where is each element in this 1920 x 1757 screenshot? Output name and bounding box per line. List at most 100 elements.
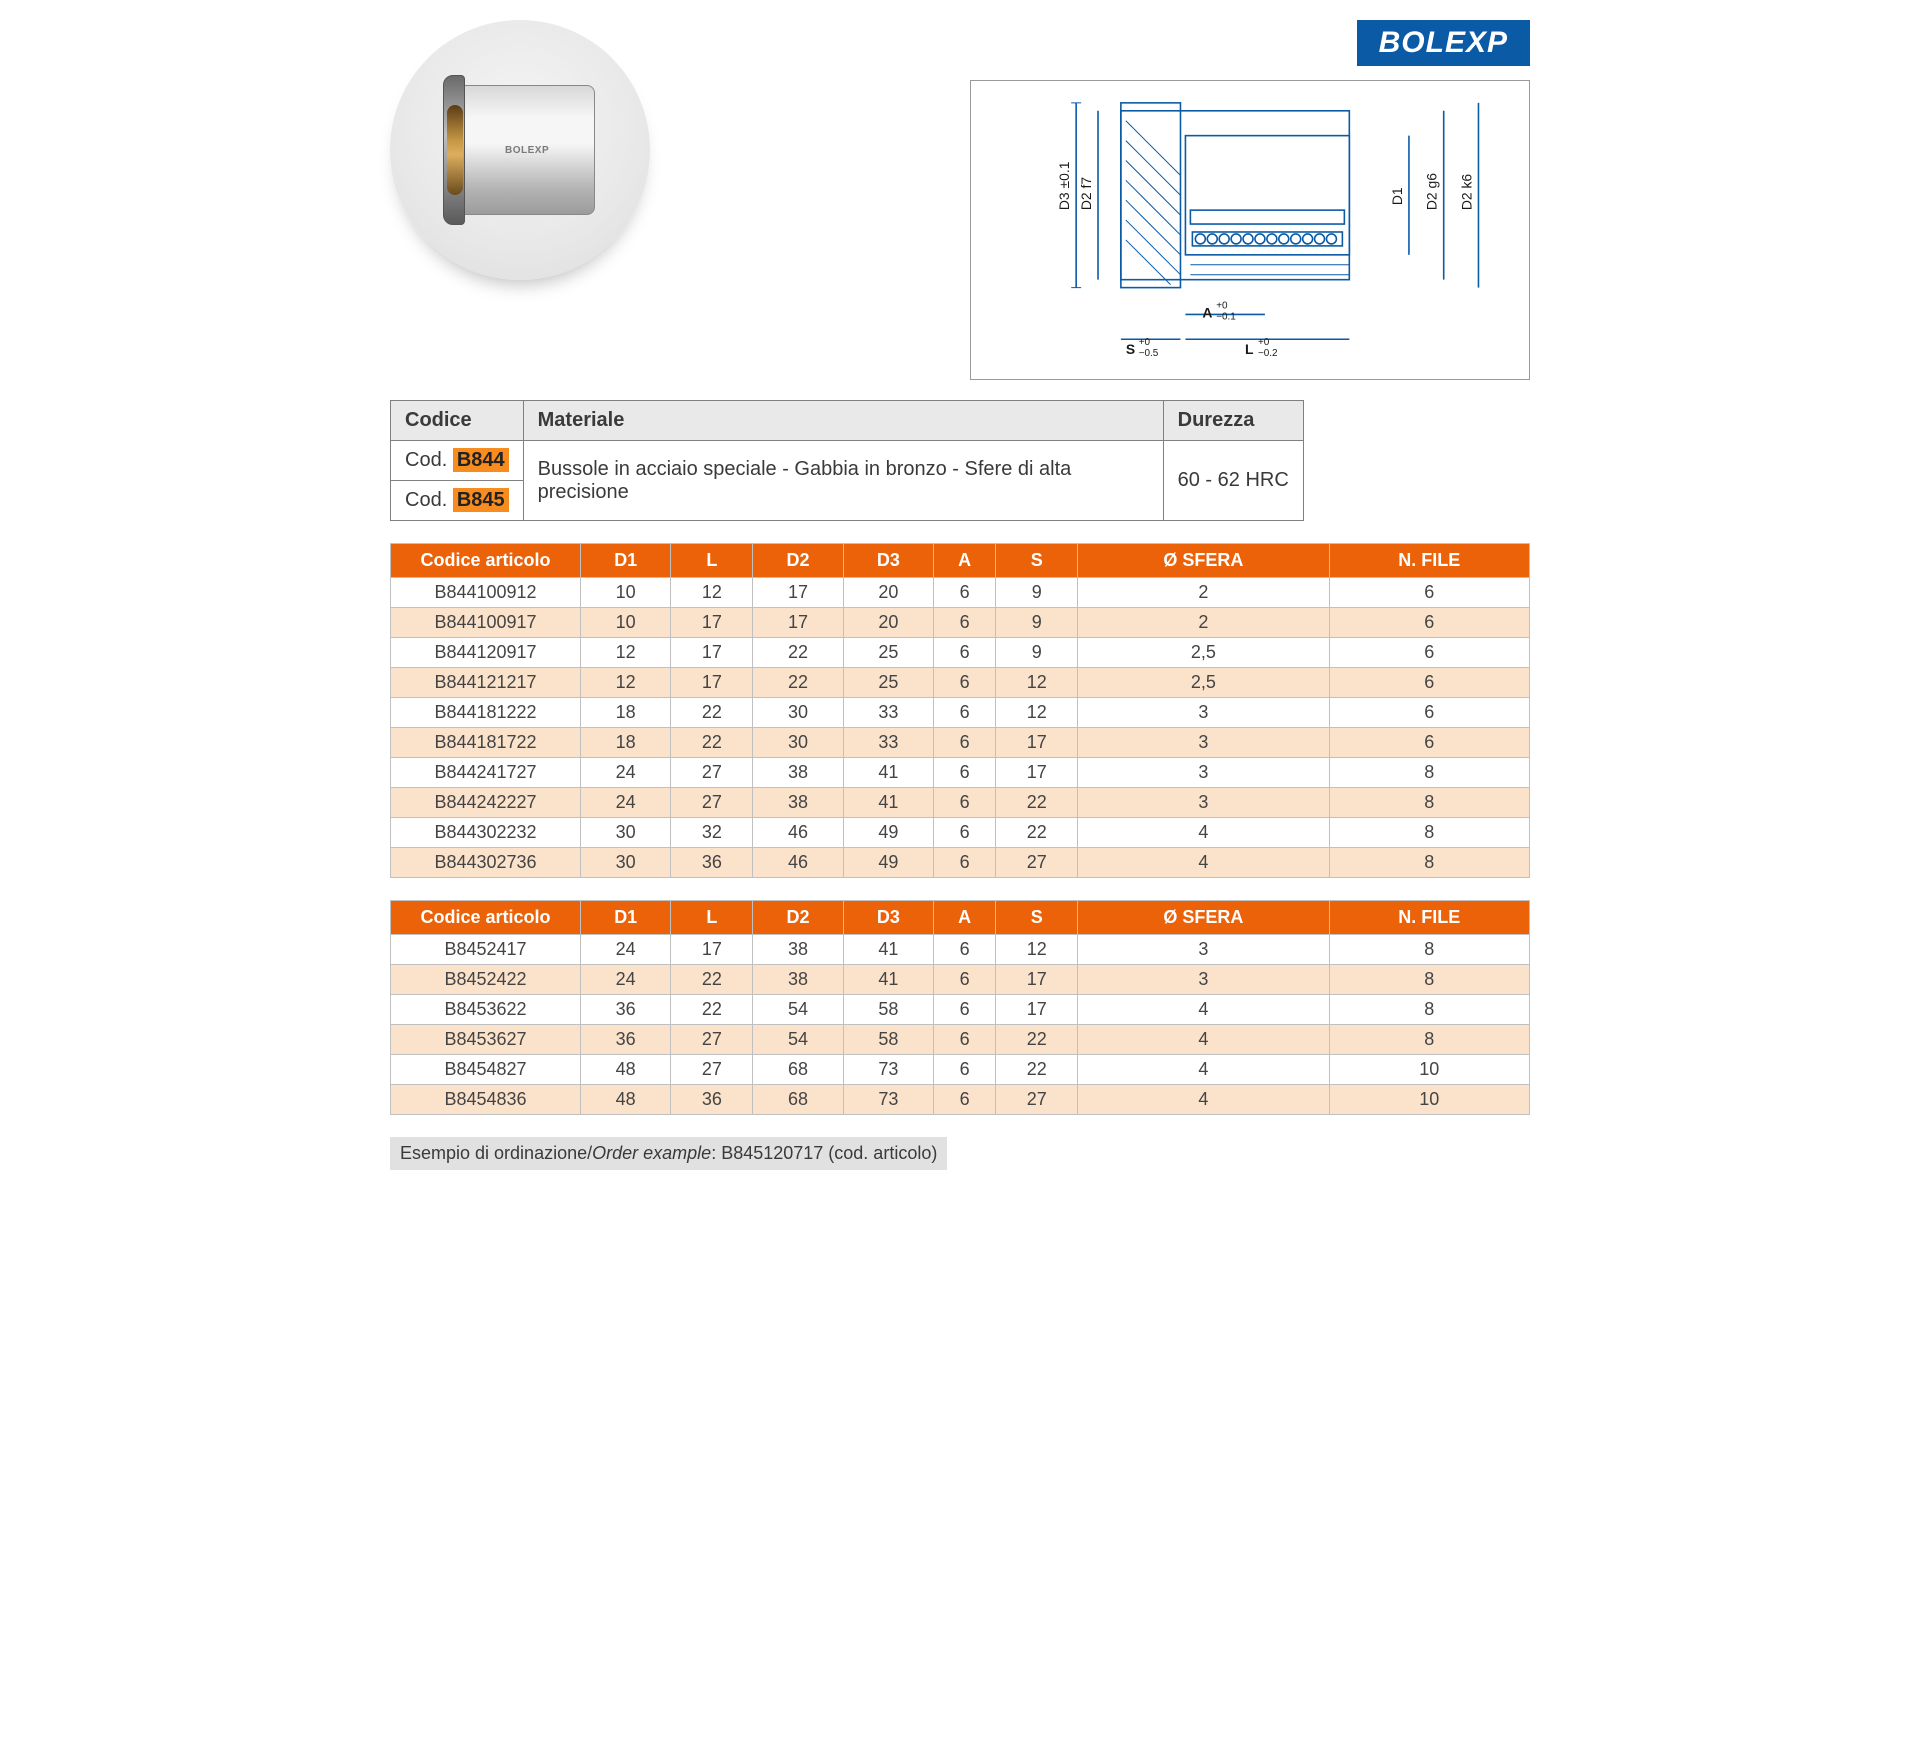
- table-cell: 2: [1078, 578, 1329, 608]
- table-cell: B844121217: [391, 668, 581, 698]
- table-cell: 30: [753, 698, 843, 728]
- table-cell: 3: [1078, 965, 1329, 995]
- dim-a-bot: −0.1: [1216, 311, 1236, 322]
- table-cell: 17: [753, 608, 843, 638]
- table-cell: 18: [581, 728, 671, 758]
- table-row: B84412091712172225692,56: [391, 638, 1530, 668]
- table-header-row: Codice articolo D1 L D2 D3 A S Ø SFERA N…: [391, 901, 1530, 935]
- table-cell: 22: [753, 668, 843, 698]
- table-cell: 17: [671, 638, 753, 668]
- table-cell: 17: [753, 578, 843, 608]
- table-cell: 6: [934, 728, 996, 758]
- table-cell: 3: [1078, 698, 1329, 728]
- th-d1: D1: [581, 544, 671, 578]
- table-cell: 73: [843, 1085, 933, 1115]
- table-cell: 22: [671, 965, 753, 995]
- table-cell: 12: [581, 638, 671, 668]
- right-column: BOLEXP: [670, 20, 1530, 380]
- table-cell: 2,5: [1078, 668, 1329, 698]
- table-cell: 8: [1329, 1025, 1530, 1055]
- table-cell: 6: [1329, 668, 1530, 698]
- table-cell: 6: [1329, 638, 1530, 668]
- product-bushing-illustration: BOLEXP: [435, 75, 605, 225]
- table-cell: 6: [934, 758, 996, 788]
- table-cell: 6: [1329, 728, 1530, 758]
- table-row: B8442422272427384162238: [391, 788, 1530, 818]
- data-table-b845: Codice articolo D1 L D2 D3 A S Ø SFERA N…: [390, 900, 1530, 1115]
- table-cell: 30: [581, 848, 671, 878]
- table-cell: 36: [671, 1085, 753, 1115]
- table-cell: 58: [843, 995, 933, 1025]
- th-sfera: Ø SFERA: [1078, 544, 1329, 578]
- table-cell: 68: [753, 1085, 843, 1115]
- product-circle: BOLEXP: [390, 20, 650, 280]
- dim-s-bot: −0.5: [1139, 348, 1159, 359]
- table-cell: 6: [1329, 608, 1530, 638]
- table-cell: 49: [843, 818, 933, 848]
- table-cell: 38: [753, 935, 843, 965]
- dim-a: A: [1202, 304, 1212, 320]
- th-sfera: Ø SFERA: [1078, 901, 1329, 935]
- table-cell: 20: [843, 608, 933, 638]
- table-row: B844100912101217206926: [391, 578, 1530, 608]
- table-cell: 27: [996, 1085, 1078, 1115]
- table-cell: B844241727: [391, 758, 581, 788]
- table-cell: B844302736: [391, 848, 581, 878]
- table-cell: 8: [1329, 935, 1530, 965]
- table-cell: 41: [843, 788, 933, 818]
- table-row: B845483648366873627410: [391, 1085, 1530, 1115]
- table-cell: 12: [671, 578, 753, 608]
- table-cell: 33: [843, 698, 933, 728]
- table-cell: 6: [934, 608, 996, 638]
- dim-s: S: [1126, 341, 1135, 357]
- table-row: B84524222422384161738: [391, 965, 1530, 995]
- dim-d2g6: D2 g6: [1424, 173, 1440, 210]
- table-cell: 46: [753, 848, 843, 878]
- th-s: S: [996, 901, 1078, 935]
- table-cell: 22: [671, 728, 753, 758]
- table-cell: B844120917: [391, 638, 581, 668]
- table-cell: 38: [753, 758, 843, 788]
- table-cell: 48: [581, 1055, 671, 1085]
- table-cell: 33: [843, 728, 933, 758]
- mat-header-codice: Codice: [391, 401, 524, 441]
- table-cell: 6: [934, 818, 996, 848]
- table-cell: B8452422: [391, 965, 581, 995]
- table-cell: 22: [996, 788, 1078, 818]
- th-l: L: [671, 544, 753, 578]
- table-cell: 8: [1329, 818, 1530, 848]
- th-d3: D3: [843, 901, 933, 935]
- mat-header-durezza: Durezza: [1163, 401, 1303, 441]
- table-cell: 17: [996, 995, 1078, 1025]
- brand-logo: BOLEXP: [1357, 20, 1530, 66]
- table-cell: 68: [753, 1055, 843, 1085]
- table-cell: B8453627: [391, 1025, 581, 1055]
- dim-d3: D3 ±0.1: [1056, 161, 1072, 210]
- th-a: A: [934, 901, 996, 935]
- th-codice: Codice articolo: [391, 901, 581, 935]
- table-cell: 24: [581, 935, 671, 965]
- table-row: B8443027363036464962748: [391, 848, 1530, 878]
- table-cell: 8: [1329, 788, 1530, 818]
- table-row: B84524172417384161238: [391, 935, 1530, 965]
- table-cell: 10: [581, 608, 671, 638]
- th-d2: D2: [753, 544, 843, 578]
- table-cell: 17: [671, 935, 753, 965]
- table-cell: 22: [671, 995, 753, 1025]
- table-cell: 6: [934, 1055, 996, 1085]
- table-cell: 6: [934, 1025, 996, 1055]
- table-cell: 20: [843, 578, 933, 608]
- table-cell: 24: [581, 788, 671, 818]
- dim-d2k6: D2 k6: [1459, 174, 1475, 211]
- table-row: B844121217121722256122,56: [391, 668, 1530, 698]
- table-cell: 17: [996, 965, 1078, 995]
- table-row: B84536223622545861748: [391, 995, 1530, 1025]
- dim-l: L: [1245, 341, 1254, 357]
- table-cell: 6: [934, 1085, 996, 1115]
- table-cell: 4: [1078, 1025, 1329, 1055]
- table-cell: 30: [581, 818, 671, 848]
- table-cell: 41: [843, 965, 933, 995]
- table-cell: 6: [934, 995, 996, 1025]
- dim-s-top: +0: [1139, 337, 1151, 348]
- table-header-row: Codice articolo D1 L D2 D3 A S Ø SFERA N…: [391, 544, 1530, 578]
